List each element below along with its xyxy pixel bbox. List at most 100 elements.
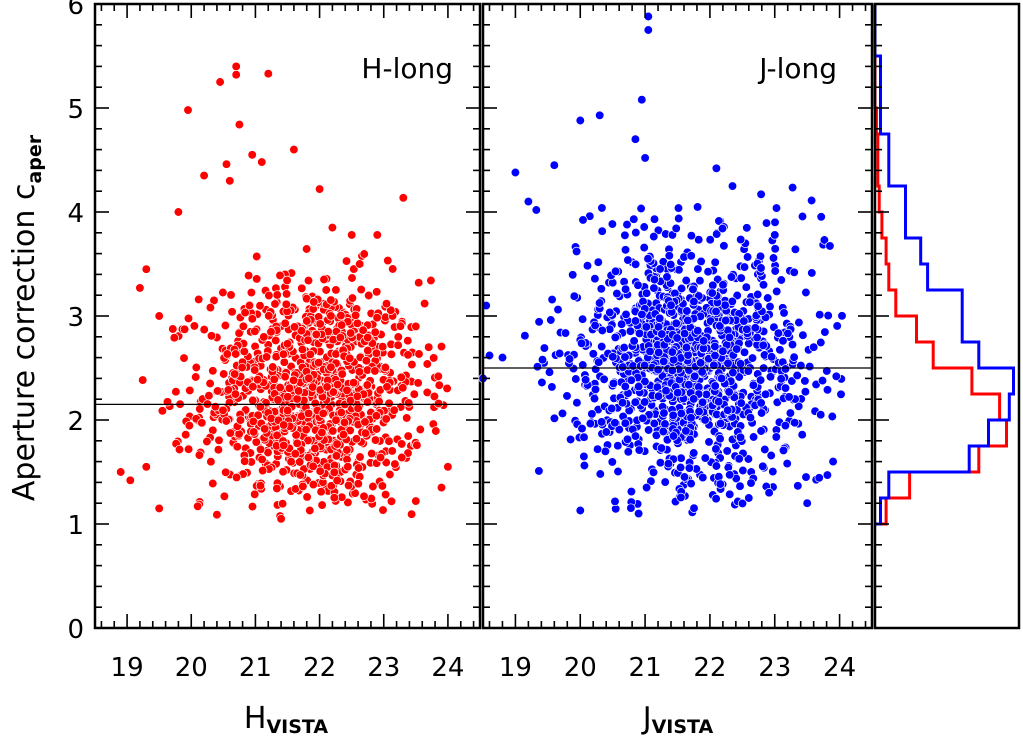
- panel-histogram: [873, 2, 1021, 630]
- y-tick-label: 4: [67, 199, 84, 229]
- scatter-point: [608, 352, 618, 362]
- scatter-point: [208, 366, 218, 376]
- scatter-point: [770, 266, 780, 276]
- scatter-point: [643, 25, 653, 35]
- scatter-point: [174, 444, 185, 455]
- scatter-point: [610, 496, 620, 507]
- scatter-point: [562, 391, 572, 401]
- scatter-point: [352, 391, 363, 401]
- scatter-point: [743, 366, 753, 376]
- scatter-point: [342, 445, 352, 455]
- scatter-point: [776, 275, 786, 285]
- scatter-point: [617, 398, 628, 408]
- j-long-ticks: [483, 3, 872, 629]
- scatter-point: [250, 365, 260, 375]
- scatter-point: [653, 225, 664, 235]
- scatter-point: [695, 358, 706, 368]
- scatter-point: [649, 283, 659, 293]
- scatter-point: [199, 324, 209, 335]
- scatter-point: [663, 459, 674, 469]
- scatter-point: [679, 472, 690, 482]
- scatter-point: [610, 266, 621, 276]
- scatter-point: [661, 386, 671, 396]
- scatter-point: [219, 491, 230, 501]
- scatter-point: [393, 340, 403, 350]
- scatter-point: [701, 389, 712, 400]
- scatter-point: [793, 481, 803, 491]
- scatter-point: [436, 482, 447, 493]
- scatter-point: [326, 311, 336, 321]
- scatter-point: [385, 469, 395, 480]
- scatter-point: [693, 326, 703, 336]
- scatter-point: [686, 251, 696, 261]
- j-long-x-axis-title-sub: VISTA: [652, 716, 714, 736]
- scatter-point: [629, 336, 639, 346]
- scatter-point: [639, 242, 649, 253]
- scatter-point: [679, 328, 690, 339]
- scatter-point: [387, 446, 397, 456]
- scatter-point: [337, 369, 347, 379]
- scatter-point: [332, 439, 342, 449]
- scatter-point: [738, 465, 748, 476]
- scatter-point: [637, 309, 647, 320]
- scatter-point: [789, 267, 799, 277]
- j-long-x-tick-labels: 19 20 21 22 23 24: [499, 653, 856, 683]
- scatter-point: [715, 434, 725, 444]
- scatter-point: [184, 420, 195, 431]
- scatter-point: [348, 378, 359, 388]
- scatter-point: [633, 508, 644, 519]
- scatter-point: [374, 396, 384, 407]
- scatter-point: [403, 336, 413, 346]
- scatter-point: [382, 382, 392, 392]
- scatter-point: [654, 347, 664, 358]
- scatter-point: [655, 313, 665, 323]
- scatter-point: [756, 426, 766, 436]
- scatter-point: [355, 259, 365, 269]
- scatter-point: [219, 369, 229, 379]
- scatter-point: [272, 430, 282, 440]
- scatter-point: [308, 461, 318, 471]
- scatter-point: [571, 374, 581, 384]
- scatter-point: [710, 257, 720, 267]
- scatter-point: [322, 382, 332, 392]
- scatter-point: [339, 417, 350, 428]
- scatter-point: [497, 352, 508, 363]
- scatter-point: [593, 257, 603, 267]
- scatter-point: [259, 332, 269, 342]
- scatter-point: [643, 254, 653, 264]
- scatter-point: [802, 498, 812, 508]
- scatter-point: [363, 332, 373, 343]
- scatter-point: [711, 494, 721, 504]
- scatter-point: [595, 110, 605, 120]
- scatter-point: [436, 341, 447, 352]
- scatter-point: [277, 499, 288, 509]
- scatter-point: [779, 308, 789, 318]
- scatter-point: [362, 380, 372, 390]
- scatter-point: [255, 301, 265, 311]
- scatter-point: [571, 246, 582, 257]
- scatter-point: [800, 387, 811, 397]
- scatter-point: [205, 302, 216, 313]
- scatter-point: [704, 437, 714, 447]
- scatter-point: [689, 296, 699, 307]
- scatter-point: [715, 479, 725, 489]
- scatter-point: [411, 321, 421, 332]
- y-tick-labels: 0 1 2 3 4 5 6: [67, 0, 84, 645]
- scatter-point: [138, 375, 148, 385]
- scatter-point: [270, 299, 280, 309]
- scatter-point: [732, 344, 742, 354]
- scatter-point: [275, 382, 285, 393]
- scatter-point: [381, 414, 391, 424]
- x-tick-label: 22: [303, 653, 336, 683]
- scatter-point: [286, 457, 296, 467]
- scatter-point: [303, 275, 314, 286]
- scatter-point: [770, 244, 780, 254]
- scatter-point: [372, 230, 382, 240]
- scatter-point: [707, 288, 717, 298]
- scatter-point: [753, 289, 763, 300]
- scatter-point: [775, 345, 785, 355]
- scatter-point: [154, 503, 164, 514]
- scatter-point: [377, 481, 388, 491]
- scatter-point: [341, 256, 352, 266]
- scatter-point: [681, 275, 691, 286]
